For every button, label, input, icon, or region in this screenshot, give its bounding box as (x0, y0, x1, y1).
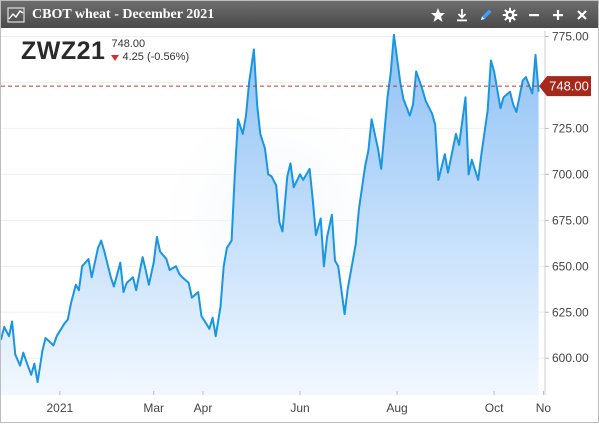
price-chart[interactable]: 600.00625.00650.00675.00700.00725.00750.… (0, 28, 598, 422)
price-tag-shape (539, 76, 591, 97)
price-tag-label: 748.00 (549, 79, 589, 94)
window-title: CBOT wheat - December 2021 (32, 6, 215, 22)
x-tick-label: Aug (386, 401, 407, 415)
y-tick-label: 675.00 (552, 213, 589, 227)
title-bar: CBOT wheat - December 2021 (1, 1, 598, 28)
pencil-icon[interactable] (474, 3, 498, 27)
download-icon[interactable] (450, 3, 474, 27)
y-axis: 600.00625.00650.00675.00700.00725.00750.… (545, 30, 589, 365)
window-controls (426, 1, 594, 28)
price-change: 4.25 (122, 51, 144, 63)
chart-area: 600.00625.00650.00675.00700.00725.00750.… (0, 28, 598, 422)
x-axis: 2021 Mar Apr Jun Aug Oct No (47, 391, 552, 415)
symbol-label: ZWZ21 (21, 37, 106, 65)
y-tick-label: 775.00 (552, 30, 589, 44)
x-tick-label: 2021 (47, 401, 74, 415)
change-row: 4.25 (-0.56%) (111, 51, 189, 64)
last-price: 748.00 (111, 38, 146, 50)
x-tick-label: No (536, 401, 552, 415)
x-tick-label: Jun (290, 401, 309, 415)
y-tick-label: 625.00 (552, 305, 589, 319)
star-icon[interactable] (426, 3, 450, 27)
quote-header: ZWZ21 748.00 4.25 (-0.56%) (21, 37, 189, 65)
chart-app-icon (6, 5, 26, 25)
price-change-pct: (-0.56%) (146, 51, 190, 63)
add-icon[interactable] (546, 3, 570, 27)
quote-values: 748.00 4.25 (-0.56%) (111, 38, 189, 64)
down-arrow-icon (111, 54, 120, 61)
price-line (0, 33, 540, 384)
x-tick-label: Apr (194, 401, 213, 415)
price-area-fill (1, 34, 539, 395)
x-tick-label: Mar (143, 401, 164, 415)
gear-icon[interactable] (498, 3, 522, 27)
y-tick-label: 650.00 (552, 259, 589, 273)
minimize-icon[interactable] (522, 3, 546, 27)
y-tick-label: 725.00 (552, 121, 589, 135)
y-tick-label: 600.00 (552, 351, 589, 365)
close-icon[interactable] (570, 3, 594, 27)
x-tick-label: Oct (485, 401, 504, 415)
price-tag: 748.00 (539, 76, 591, 97)
y-tick-label: 700.00 (552, 167, 589, 181)
